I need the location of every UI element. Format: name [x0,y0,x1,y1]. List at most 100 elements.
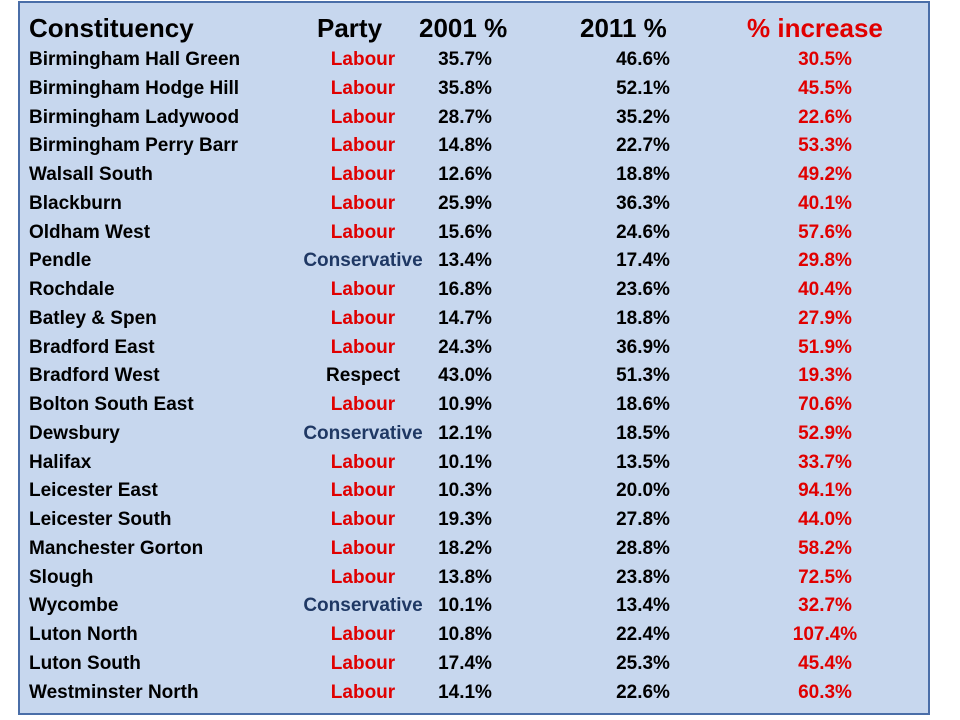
party-cell: Labour [330,135,396,157]
pct-2011-cell: 18.5% [616,422,670,444]
party-cell: Labour [330,279,396,300]
constituency-cell: Bradford West [29,365,160,387]
pct-2011-cell: 25.3% [616,652,670,674]
pct-2011-cell: 18.6% [616,394,670,415]
party-cell: Labour [330,480,396,502]
table-row: Rochdale Labour 16.8% 23.6% 40.4% [20,279,928,307]
pct-2011-cell: 24.6% [616,221,670,243]
pct-2011-cell: 23.8% [616,566,670,588]
party-cell: Labour [330,652,396,674]
increase-cell: 29.8% [798,250,852,272]
table-row: Bradford East Labour 24.3% 36.9% 51.9% [20,337,928,365]
constituency-cell: Oldham West [29,221,151,243]
pct-2001-cell: 43.0% [438,365,492,387]
constituency-cell: Westminster North [29,681,199,703]
increase-cell: 45.5% [798,77,852,99]
pct-2001-cell: 13.4% [438,250,492,272]
pct-2001-cell: 10.9% [438,394,492,415]
constituency-cell: Slough [29,566,94,588]
pct-2011-cell: 18.8% [616,164,670,185]
increase-cell: 33.7% [798,451,852,473]
constituency-cell: Batley & Spen [29,307,157,329]
pct-2001-cell: 35.7% [438,49,492,70]
party-cell: Labour [330,221,396,243]
party-cell: Labour [330,537,396,559]
table-row: Birmingham Hodge Hill Labour 35.8% 52.1% 45.… [20,78,928,106]
pct-2001-cell: 10.3% [438,480,492,502]
increase-cell: 58.2% [798,537,852,559]
table-row: Pendle Conservative 13.4% 17.4% 29.8% [20,250,928,278]
table-row: Manchester Gorton Labour 18.2% 28.8% 58.2% [20,538,928,566]
pct-2001-cell: 25.9% [438,192,492,214]
pct-2011-cell: 51.3% [616,365,670,387]
increase-cell: 60.3% [798,681,852,703]
header-constituency: Constituency [29,13,194,43]
table-row: Halifax Labour 10.1% 13.5% 33.7% [20,452,928,480]
table-row: Luton South Labour 17.4% 25.3% 45.4% [20,653,928,681]
table-row: Birmingham Perry Barr Labour 14.8% 22.7% 53.… [20,135,928,163]
constituency-cell: Pendle [29,250,92,272]
header-2001: 2001 % [419,13,508,43]
table-row: Leicester South Labour 19.3% 27.8% 44.0% [20,509,928,537]
party-cell: Labour [330,509,396,530]
increase-cell: 44.0% [798,509,852,530]
party-cell: Labour [330,307,396,329]
party-cell: Labour [330,624,396,645]
increase-cell: 57.6% [798,221,852,243]
header-2011: 2011 % [580,13,667,43]
party-cell: Conservative [303,250,423,272]
increase-cell: 51.9% [798,336,852,358]
pct-2001-cell: 18.2% [438,537,492,559]
table-row: Dewsbury Conservative 12.1% 18.5% 52.9% [20,423,928,451]
pct-2011-cell: 13.5% [616,451,670,473]
table-row: Blackburn Labour 25.9% 36.3% 40.1% [20,193,928,221]
increase-cell: 94.1% [798,480,852,502]
pct-2011-cell: 46.6% [616,49,670,70]
party-cell: Labour [330,106,396,128]
pct-2011-cell: 22.7% [616,135,670,157]
pct-2001-cell: 28.7% [438,106,492,128]
table-row: Luton North Labour 10.8% 22.4% 107.4% [20,624,928,652]
constituency-cell: Leicester East [29,480,158,502]
constituency-cell: Walsall South [29,164,153,185]
party-cell: Labour [330,394,396,415]
party-cell: Labour [330,566,396,588]
increase-cell: 40.1% [798,192,852,214]
constituency-cell: Bolton South East [29,394,194,415]
table-row: Birmingham Hall Green Labour 35.7% 46.6% 30.… [20,49,928,77]
constituency-cell: Blackburn [29,192,122,214]
constituency-cell: Wycombe [29,595,119,617]
pct-2011-cell: 27.8% [616,509,670,530]
increase-cell: 45.4% [798,652,852,674]
pct-2001-cell: 10.1% [438,595,492,617]
pct-2001-cell: 13.8% [438,566,492,588]
table-row: Oldham West Labour 15.6% 24.6% 57.6% [20,222,928,250]
increase-cell: 40.4% [798,279,852,300]
increase-cell: 70.6% [798,394,852,415]
pct-2011-cell: 28.8% [616,537,670,559]
increase-cell: 107.4% [792,624,858,645]
header-party: Party [317,13,383,43]
pct-2011-cell: 13.4% [616,595,670,617]
pct-2001-cell: 19.3% [438,509,492,530]
pct-2001-cell: 15.6% [438,221,492,243]
party-cell: Labour [330,77,396,99]
table-row: Birmingham Ladywood Labour 28.7% 35.2% 22.6% [20,107,928,135]
increase-cell: 22.6% [798,106,852,128]
constituency-cell: Bradford East [29,336,155,358]
constituency-cell: Halifax [29,451,92,473]
pct-2001-cell: 10.8% [438,624,492,645]
constituency-cell: Birmingham Hodge Hill [29,77,240,99]
increase-cell: 49.2% [798,164,852,185]
pct-2001-cell: 35.8% [438,77,492,99]
pct-2011-cell: 17.4% [616,250,670,272]
pct-2001-cell: 12.6% [438,164,492,185]
pct-2011-cell: 20.0% [616,480,670,502]
constituency-cell: Luton North [29,624,138,645]
table-row: Batley & Spen Labour 14.7% 18.8% 27.9% [20,308,928,336]
pct-2011-cell: 35.2% [616,106,670,128]
constituency-cell: Manchester Gorton [29,537,204,559]
party-cell: Conservative [303,422,423,444]
table-row: Bradford West Respect 43.0% 51.3% 19.3% [20,365,928,393]
pct-2011-cell: 36.3% [616,192,670,214]
